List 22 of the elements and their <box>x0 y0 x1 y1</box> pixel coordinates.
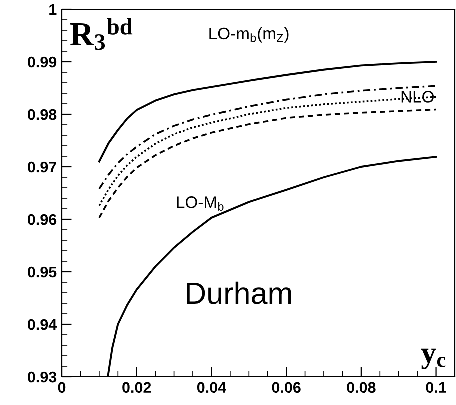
annotation: LO-m$_{b}$(m$_{Z}$) <box>210 27 289 43</box>
x-tick-label: 0.06 <box>272 382 301 394</box>
x-tick-label: 0.02 <box>122 382 152 394</box>
annotation: Durham <box>187 282 292 304</box>
x-tick-label: 0 <box>58 382 66 394</box>
line-series <box>98 61 438 163</box>
y-tick-label: 0.94 <box>28 319 58 330</box>
x-tick-label: 0.08 <box>347 382 376 394</box>
x-tick-label: 0.1 <box>426 382 446 394</box>
y-tick-label: 0.95 <box>28 266 57 278</box>
y-tick-label: 0.93 <box>28 372 57 383</box>
y-tick-label: 1 <box>50 4 57 16</box>
x-axis-title: y$_{c}$ <box>421 348 446 370</box>
line-series <box>98 85 438 190</box>
annotation: LO-M$_{b}$ <box>177 196 224 211</box>
y-tick-label: 0.99 <box>28 56 57 68</box>
x-tick-label: 0.04 <box>197 382 226 394</box>
y-tick-label: 0.97 <box>28 162 56 173</box>
y-tick-label: 0.96 <box>28 214 57 226</box>
line-series <box>98 108 438 219</box>
y-tick-label: 0.98 <box>28 109 57 120</box>
y-axis-title: R$_{3}$$^{bd}$ <box>70 18 133 50</box>
